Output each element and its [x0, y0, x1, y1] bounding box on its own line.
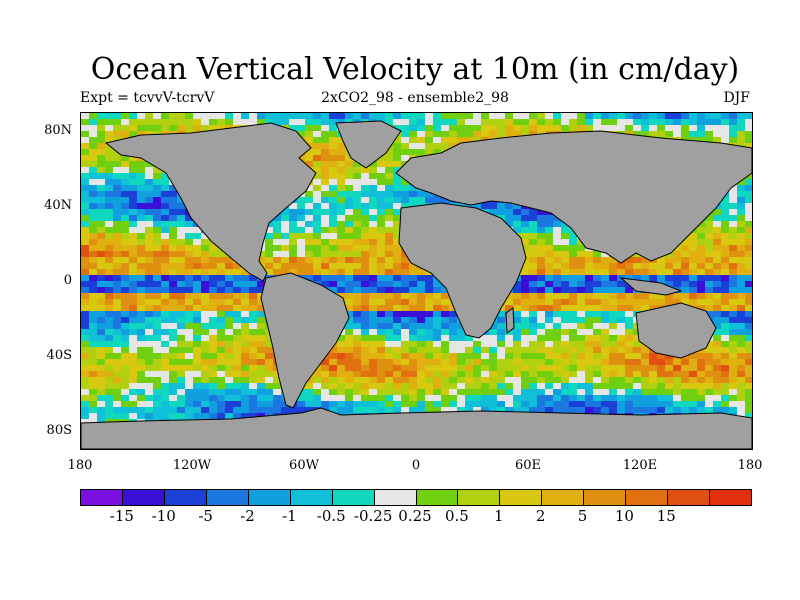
indonesia — [619, 277, 683, 296]
lat-label-40n: 40N — [44, 198, 72, 213]
colorbar-label: 1 — [493, 507, 504, 525]
lon-label-120e: 120E — [622, 458, 658, 473]
colorbar-label: 15 — [656, 507, 676, 525]
australia — [635, 302, 717, 359]
colorbar-label: -5 — [198, 507, 213, 525]
colorbar-label: 10 — [614, 507, 634, 525]
colorbar-swatch — [332, 490, 375, 505]
colorbar-swatch — [500, 490, 543, 505]
colorbar-swatch — [584, 490, 627, 505]
land-masses — [81, 120, 752, 449]
colorbar-swatch — [81, 490, 123, 505]
colorbar-swatch — [206, 490, 249, 505]
colorbar-swatch — [668, 490, 711, 505]
season-label: DJF — [723, 90, 750, 106]
colorbar-label: -1 — [282, 507, 297, 525]
colorbar-swatch — [710, 490, 751, 505]
colorbar-swatch — [164, 490, 207, 505]
colorbar-swatch — [122, 490, 165, 505]
colorbar-swatch — [542, 490, 585, 505]
lon-label-180w: 180 — [67, 458, 93, 473]
colorbar-swatch — [290, 490, 333, 505]
map-title: Ocean Vertical Velocity at 10m (in cm/da… — [90, 52, 740, 87]
lon-label-60w: 60W — [289, 458, 319, 473]
run-label: 2xCO2_98 - ensemble2_98 — [321, 90, 509, 106]
colorbar-swatch — [374, 490, 417, 505]
lon-label-180e: 180 — [737, 458, 763, 473]
south-america — [260, 272, 350, 409]
colorbar-swatch — [248, 490, 291, 505]
colorbar-label: -10 — [151, 507, 176, 525]
colorbar-label: -0.25 — [353, 507, 393, 525]
colorbar-label: 0.25 — [398, 507, 432, 525]
africa — [398, 202, 527, 339]
colorbar-label: -2 — [240, 507, 255, 525]
madagascar — [505, 307, 515, 334]
colorbar-swatch — [626, 490, 669, 505]
lon-label-0: 0 — [411, 458, 421, 473]
lat-label-0: 0 — [63, 273, 72, 288]
antarctica — [81, 407, 752, 449]
lon-label-60e: 60E — [514, 458, 542, 473]
greenland — [335, 120, 402, 169]
colorbar-label: -0.5 — [316, 507, 346, 525]
lon-label-120w: 120W — [172, 458, 212, 473]
colorbar-label: -15 — [109, 507, 134, 525]
lat-label-80s: 80S — [46, 423, 72, 438]
colorbar — [80, 489, 752, 506]
colorbar-swatch — [416, 490, 459, 505]
experiment-label: Expt = tcvvV-tcrvV — [80, 90, 215, 106]
ocean-velocity-map — [80, 112, 753, 450]
colorbar-swatch — [458, 490, 501, 505]
north-america — [104, 122, 317, 282]
lat-label-40s: 40S — [46, 348, 72, 363]
colorbar-label: 2 — [535, 507, 546, 525]
map-svg — [81, 113, 752, 449]
colorbar-label: 5 — [577, 507, 588, 525]
lat-label-80n: 80N — [44, 123, 72, 138]
colorbar-label: 0.5 — [444, 507, 469, 525]
eurasia — [395, 130, 752, 264]
